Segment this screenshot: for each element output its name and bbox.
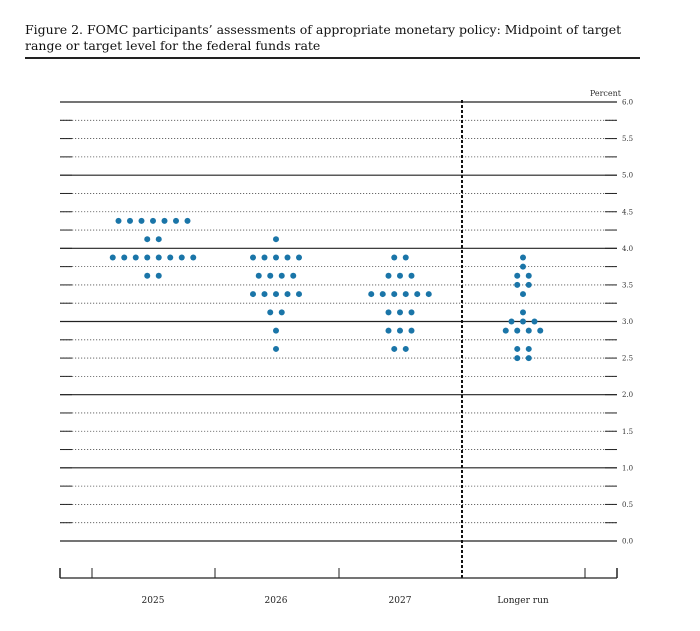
dot-2025: [127, 217, 133, 224]
dot-longer-run: [525, 355, 532, 362]
dot-2026: [261, 291, 268, 298]
dot-longer-run: [514, 345, 521, 352]
x-tick-label: 2025: [142, 596, 165, 606]
y-tick-label: 0.5: [622, 501, 633, 509]
dot-longer-run: [502, 327, 509, 334]
y-tick-label: 6.0: [622, 99, 633, 107]
dot-longer-run: [520, 318, 526, 325]
dot-2026: [278, 272, 285, 279]
dot-2026: [250, 254, 256, 261]
y-tick-label: 2.5: [622, 355, 633, 363]
dot-longer-run: [520, 254, 526, 261]
x-tick-label: 2027: [389, 596, 412, 606]
dot-2027: [408, 272, 415, 279]
dot-2026: [284, 254, 291, 261]
dot-2026: [273, 291, 279, 298]
y-tick-label: 1.5: [622, 428, 633, 436]
dot-2025: [150, 217, 156, 224]
dot-2027: [397, 272, 403, 279]
y-tick-label: 1.0: [622, 464, 633, 472]
dot-longer-run: [514, 272, 521, 279]
dot-2027: [414, 291, 421, 298]
y-tick-label: 2.0: [622, 391, 633, 399]
dot-2026: [261, 254, 268, 261]
dot-2027: [385, 272, 392, 279]
y-tick-label: 3.5: [622, 281, 633, 289]
dot-2025: [138, 217, 145, 224]
dot-2026: [250, 291, 256, 298]
dot-2027: [385, 327, 392, 334]
dot-2026: [273, 236, 279, 243]
dot-2027: [402, 254, 409, 261]
dot-longer-run: [520, 291, 526, 298]
dot-2025: [155, 236, 162, 243]
dot-longer-run: [514, 281, 521, 288]
dot-longer-run: [525, 345, 532, 352]
y-tick-label: 4.0: [622, 245, 633, 253]
dot-2026: [296, 291, 302, 298]
dot-2026: [255, 272, 262, 279]
dot-longer-run: [520, 263, 526, 270]
dot-2027: [379, 291, 386, 298]
dot-2025: [121, 254, 128, 261]
dot-longer-run: [514, 355, 521, 362]
dot-2026: [278, 309, 285, 316]
dot-2026: [296, 254, 302, 261]
dot-2025: [144, 236, 151, 243]
dot-longer-run: [514, 327, 521, 334]
dot-2025: [184, 217, 191, 224]
dot-longer-run: [525, 327, 532, 334]
dot-2027: [397, 327, 403, 334]
dot-2025: [144, 272, 151, 279]
dot-2026: [267, 272, 274, 279]
title-rule: [25, 57, 640, 59]
dot-2025: [132, 254, 139, 261]
dot-2027: [408, 327, 415, 334]
x-tick-label: 2026: [265, 596, 288, 606]
dot-2025: [178, 254, 185, 261]
y-axis-label: Percent: [590, 89, 622, 98]
dot-2027: [425, 291, 432, 298]
dot-2025: [115, 217, 122, 224]
dot-2027: [402, 345, 409, 352]
dot-2026: [273, 327, 279, 334]
dot-longer-run: [508, 318, 515, 325]
dot-2027: [391, 345, 398, 352]
dot-2026: [273, 254, 279, 261]
dot-2027: [368, 291, 375, 298]
dot-2025: [155, 272, 162, 279]
dot-longer-run: [531, 318, 538, 325]
dot-2026: [267, 309, 274, 316]
dot-2025: [144, 254, 151, 261]
dot-2025: [161, 217, 168, 224]
y-tick-label: 3.0: [622, 318, 633, 326]
figure-title: Figure 2. FOMC participants’ assessments…: [25, 22, 622, 53]
dot-2026: [290, 272, 297, 279]
dot-2027: [391, 254, 398, 261]
dot-2027: [402, 291, 409, 298]
dot-longer-run: [525, 281, 532, 288]
dot-2025: [155, 254, 162, 261]
dot-2025: [109, 254, 116, 261]
dot-longer-run: [525, 272, 532, 279]
dot-longer-run: [537, 327, 544, 334]
y-tick-label: 5.5: [622, 135, 633, 143]
y-tick-label: 5.0: [622, 172, 633, 180]
dot-2027: [385, 309, 392, 316]
dot-2026: [284, 291, 291, 298]
dot-2027: [391, 291, 398, 298]
x-tick-label: Longer run: [497, 596, 549, 606]
dot-2025: [167, 254, 174, 261]
dot-2025: [190, 254, 197, 261]
dot-longer-run: [520, 309, 526, 316]
dot-2025: [173, 217, 179, 224]
y-tick-label: 4.5: [622, 208, 633, 216]
dot-2026: [273, 345, 279, 352]
y-tick-label: 0.0: [622, 538, 633, 546]
dot-2027: [408, 309, 415, 316]
dot-2027: [397, 309, 403, 316]
